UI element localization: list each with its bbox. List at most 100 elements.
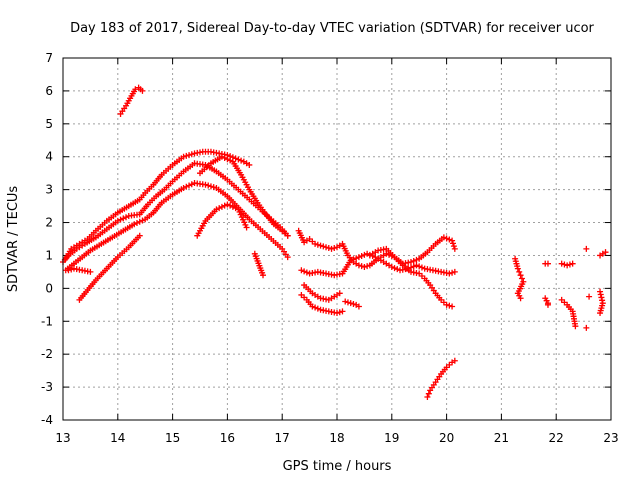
data-point — [388, 253, 395, 260]
data-point — [312, 240, 319, 247]
data-point — [361, 263, 368, 270]
data-point — [235, 156, 242, 163]
data-point — [446, 236, 453, 243]
series-track-i — [295, 227, 458, 270]
data-point — [188, 181, 195, 188]
series-track-n — [366, 245, 456, 310]
series-track-q — [542, 260, 551, 308]
y-tick-label: 1 — [45, 248, 53, 262]
x-tick-label: 22 — [549, 431, 564, 445]
data-point — [210, 184, 217, 191]
data-point — [418, 264, 425, 271]
data-point — [117, 216, 124, 223]
data-point — [227, 202, 234, 209]
data-point — [331, 245, 338, 252]
data-point — [314, 241, 321, 248]
data-point — [410, 257, 417, 264]
data-point — [424, 393, 431, 400]
y-tick-label: -2 — [41, 347, 53, 361]
x-tick-label: 17 — [275, 431, 290, 445]
data-point — [139, 87, 146, 94]
data-point — [572, 323, 579, 330]
data-point — [391, 265, 398, 272]
data-point — [544, 301, 551, 308]
data-point — [451, 268, 458, 275]
data-point — [353, 255, 360, 262]
data-point — [516, 268, 523, 275]
data-point — [188, 151, 195, 158]
x-tick-label: 19 — [384, 431, 399, 445]
y-tick-label: 4 — [45, 150, 53, 164]
series-track-k — [298, 291, 346, 317]
data-point — [388, 263, 395, 270]
data-point — [558, 260, 565, 267]
data-point — [583, 245, 590, 252]
x-tick-label: 13 — [55, 431, 70, 445]
data-point — [238, 157, 245, 164]
y-tick-label: -4 — [41, 413, 53, 427]
chart-title: Day 183 of 2017, Sidereal Day-to-day VTE… — [70, 21, 594, 36]
data-point — [136, 218, 143, 225]
series-track-j — [298, 250, 458, 279]
data-point — [446, 302, 453, 309]
plot-frame — [62, 57, 612, 421]
data-point — [303, 269, 310, 276]
x-tick-label: 20 — [439, 431, 454, 445]
series-track-m — [342, 298, 362, 310]
data-point — [597, 288, 604, 295]
series-track-a — [117, 84, 146, 117]
data-point — [202, 181, 209, 188]
x-tick-labels: 13 14 15 16 17 18 19 20 21 22 23 — [55, 431, 618, 445]
data-point — [361, 251, 368, 258]
data-point — [566, 261, 573, 268]
x-tick-label: 21 — [494, 431, 509, 445]
data-point — [517, 272, 524, 279]
data-point — [364, 263, 371, 270]
data-point — [336, 290, 343, 297]
data-point — [246, 161, 253, 168]
data-point — [450, 243, 457, 250]
data-point — [518, 275, 525, 282]
data-point — [120, 215, 127, 222]
data-point — [339, 308, 346, 315]
data-point — [309, 303, 316, 310]
data-point — [342, 298, 349, 305]
data-point — [449, 240, 456, 247]
data-point — [133, 219, 140, 226]
x-tick-label: 16 — [220, 431, 235, 445]
data-point — [413, 256, 420, 263]
data-point — [443, 235, 450, 242]
x-tick-label: 23 — [603, 431, 618, 445]
data-point — [355, 303, 362, 310]
data-point — [410, 263, 417, 270]
series-track-l — [301, 282, 343, 303]
series-track-p — [512, 255, 527, 302]
data-point — [284, 232, 291, 239]
data-point — [213, 206, 220, 213]
data-point — [358, 253, 365, 260]
data-point — [328, 245, 335, 252]
x-tick-label: 18 — [329, 431, 344, 445]
data-point — [218, 203, 225, 210]
data-point — [598, 294, 605, 301]
series-track-h — [197, 153, 291, 239]
data-point — [394, 266, 401, 273]
data-point — [449, 237, 456, 244]
data-point — [451, 357, 458, 364]
data-point — [350, 256, 357, 263]
data-point — [301, 268, 308, 275]
data-point — [602, 249, 609, 256]
data-point — [347, 257, 354, 264]
data-point — [323, 244, 330, 251]
data-point — [221, 154, 228, 161]
data-point — [218, 153, 225, 160]
data-point — [114, 217, 121, 224]
series-track-f — [65, 265, 94, 275]
data-point — [224, 156, 231, 163]
data-point — [336, 309, 343, 316]
y-tick-label: 7 — [45, 51, 53, 65]
data-point — [355, 254, 362, 261]
data-point — [443, 301, 450, 308]
series-track-o — [424, 357, 458, 400]
data-point — [284, 254, 291, 261]
